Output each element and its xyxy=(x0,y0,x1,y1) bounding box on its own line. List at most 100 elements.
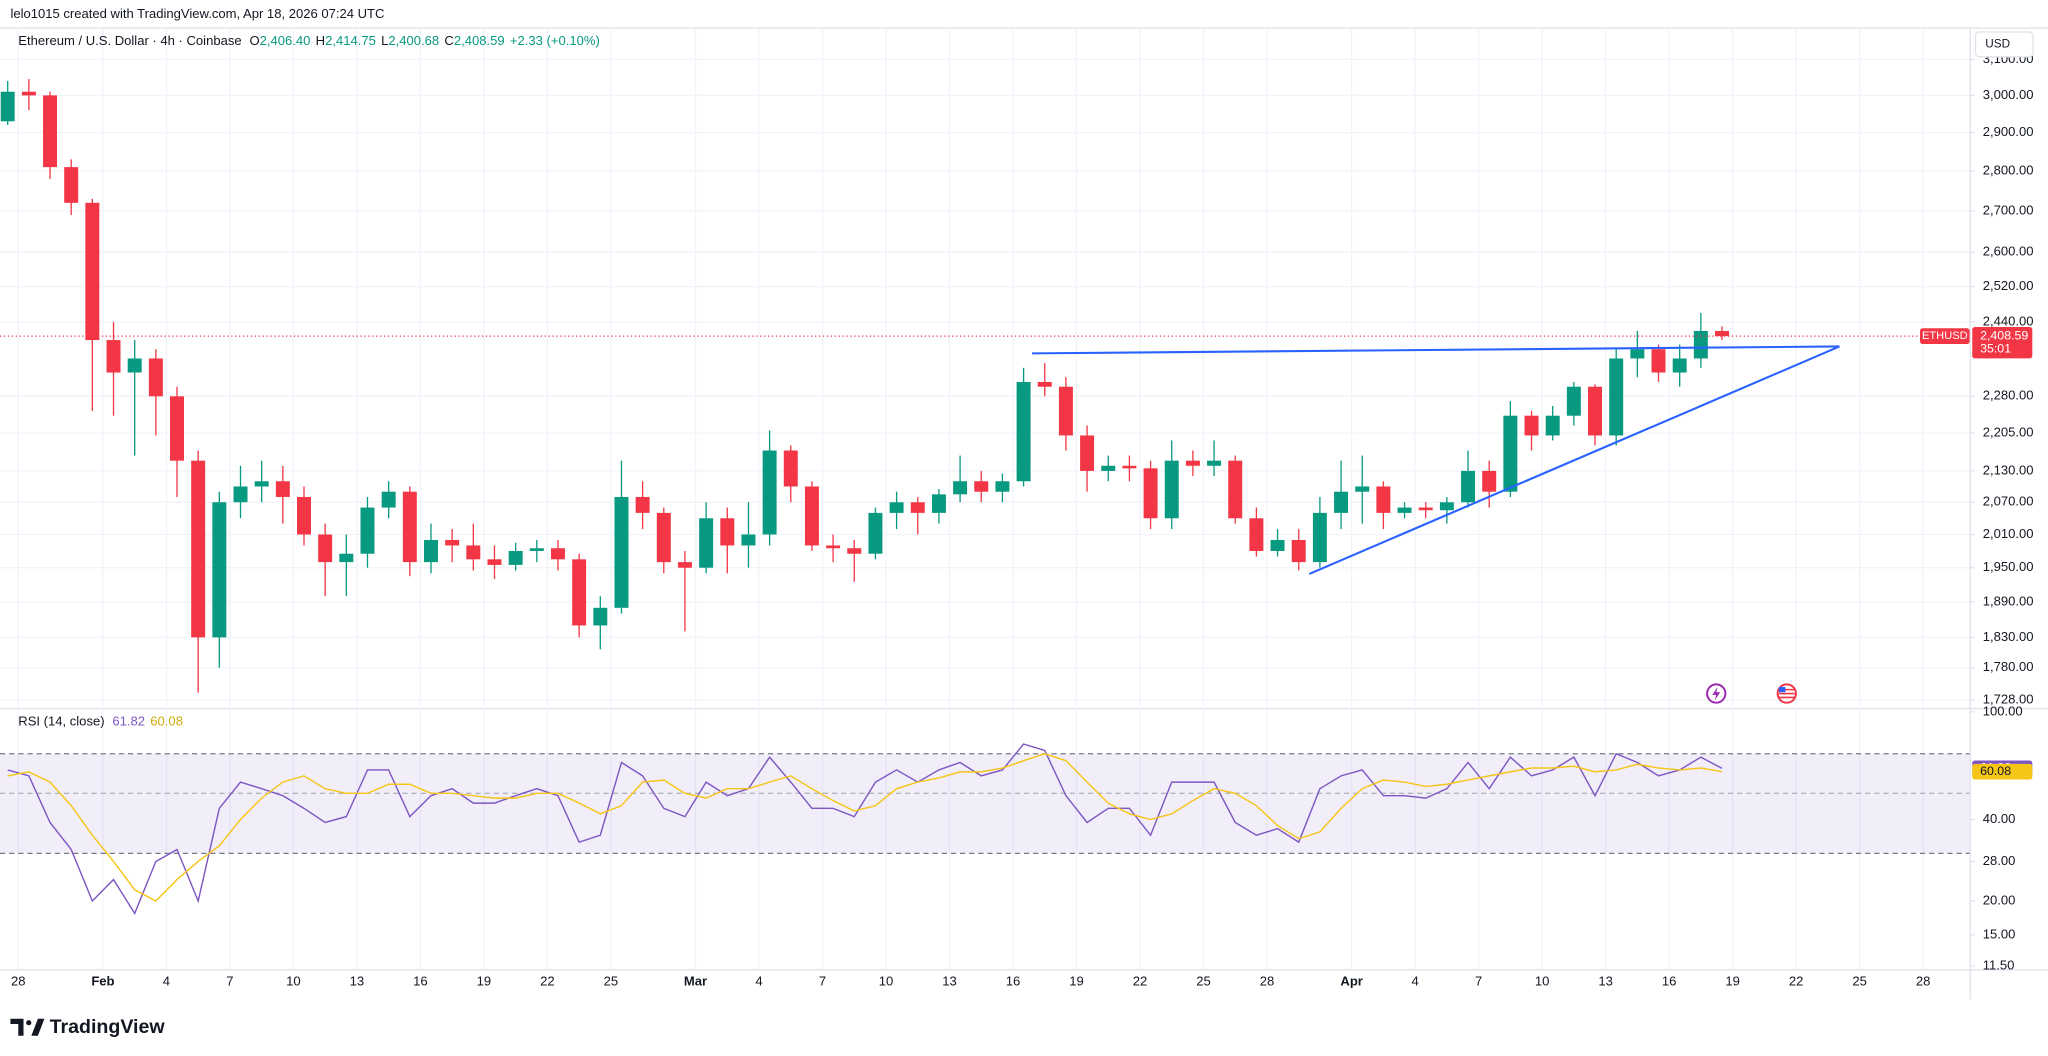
candle-body xyxy=(508,550,523,565)
footer-logo xyxy=(10,1018,45,1036)
rsi-line xyxy=(7,753,1723,902)
y-tick-label: 2,700.00 xyxy=(1983,202,2034,217)
trendline xyxy=(1032,345,1840,355)
legend-value: 2,414.75 xyxy=(325,33,376,48)
event-icon[interactable] xyxy=(1706,683,1727,704)
rsi-band xyxy=(0,753,1970,854)
x-tick-label: Feb xyxy=(91,974,114,989)
candle-body xyxy=(1228,460,1243,519)
x-tick-label: 28 xyxy=(1260,974,1275,989)
candle-body xyxy=(1355,486,1370,492)
x-tick-label: 19 xyxy=(1725,974,1740,989)
x-tick-label: 19 xyxy=(1069,974,1084,989)
x-tick-label: 25 xyxy=(1196,974,1211,989)
x-tick-label: 28 xyxy=(1916,974,1931,989)
x-tick-label: 16 xyxy=(1006,974,1021,989)
x-tick-label: 4 xyxy=(755,974,762,989)
header: lelo1015 created with TradingView.com, A… xyxy=(10,6,384,21)
y-tick-label: 2,205.00 xyxy=(1983,424,2034,439)
candle-body xyxy=(720,518,735,546)
y-tick-label: 1,780.00 xyxy=(1983,659,2034,674)
symbol-badge-label: ETHUSD xyxy=(1922,330,1968,342)
rsi-pane xyxy=(7,743,1723,915)
candle-body xyxy=(762,450,777,535)
countdown-label: 35:01 xyxy=(1980,341,2011,355)
y-tick-label: 100.00 xyxy=(1983,703,2023,718)
logo-mark xyxy=(10,1018,45,1036)
trendline xyxy=(1308,345,1840,575)
rsi-ma-value: 60.08 xyxy=(150,714,183,729)
candle-body xyxy=(1207,460,1222,466)
y-tick-label: 2,900.00 xyxy=(1983,124,2034,139)
candle-body xyxy=(148,358,163,397)
logo-dot xyxy=(26,1020,32,1026)
candle-body xyxy=(974,481,989,492)
x-tick-label: 25 xyxy=(604,974,619,989)
y-tick-label: 2,520.00 xyxy=(1983,278,2034,293)
candle-body xyxy=(995,481,1010,492)
rsi-title: RSI (14, close) xyxy=(18,714,104,729)
candle-body xyxy=(1461,470,1476,503)
x-tick-label: 4 xyxy=(1411,974,1418,989)
x-tick-label: 25 xyxy=(1852,974,1867,989)
candle-body xyxy=(1058,386,1073,436)
last-price-label: 2,408.59 xyxy=(1980,328,2028,342)
y-tick-label: 3,000.00 xyxy=(1983,87,2034,102)
candle-body xyxy=(868,512,883,554)
y-tick-label: 20.00 xyxy=(1983,892,2016,907)
candle-body xyxy=(614,496,629,608)
x-tick-label: 22 xyxy=(1789,974,1804,989)
price-pane xyxy=(0,79,1970,693)
candle-body xyxy=(233,486,248,503)
y-tick-label: 1,890.00 xyxy=(1983,593,2034,608)
candle-body xyxy=(1016,381,1031,482)
y-tick-label: 2,800.00 xyxy=(1983,162,2034,177)
candle-body xyxy=(550,548,565,560)
candle-body xyxy=(85,202,100,341)
rsi-line xyxy=(7,743,1723,915)
currency[interactable]: USD xyxy=(1985,38,2010,51)
candle-body xyxy=(318,534,333,563)
candle-body xyxy=(1609,358,1624,436)
legend-value: 2,408.59 xyxy=(454,33,505,48)
y-tick-label: 2,280.00 xyxy=(1983,388,2034,403)
x-tick-label: 13 xyxy=(1598,974,1613,989)
x-tick-label: 19 xyxy=(477,974,492,989)
candle-body xyxy=(127,358,142,373)
candle-body xyxy=(826,545,841,549)
value-badge xyxy=(1972,763,2033,780)
candle-body xyxy=(1037,381,1052,387)
candle-body xyxy=(1693,330,1708,359)
x-tick-label: 16 xyxy=(413,974,428,989)
candle-body xyxy=(1334,491,1349,513)
x-tick-label: Mar xyxy=(684,974,707,989)
candle-body xyxy=(1164,460,1179,519)
candle-body xyxy=(339,553,354,563)
candle-body xyxy=(402,491,417,563)
x-tick-label: 10 xyxy=(879,974,894,989)
candle-body xyxy=(445,539,460,546)
y-tick-label: 2,600.00 xyxy=(1983,244,2034,259)
event-icon-flag xyxy=(1778,687,1786,693)
y-tick-label: 40.00 xyxy=(1983,811,2016,826)
candle-body xyxy=(529,548,544,551)
rsi-legend: RSI (14, close) 61.82 60.08 xyxy=(18,714,183,729)
x-tick-label: 22 xyxy=(1133,974,1148,989)
candle-body xyxy=(1715,330,1729,337)
currency-box[interactable] xyxy=(1974,31,2034,58)
candle-body xyxy=(212,502,227,638)
candle-body xyxy=(804,486,819,546)
x-tick-label: 13 xyxy=(942,974,957,989)
candle-body xyxy=(1397,507,1412,513)
x-tick-label: 4 xyxy=(163,974,170,989)
candle-body xyxy=(1482,470,1497,492)
legend-value: 2,400.68 xyxy=(388,33,439,48)
legend-change: +2.33 (+0.10%) xyxy=(510,33,600,48)
event-icon[interactable] xyxy=(1776,683,1797,704)
candle-body xyxy=(1630,349,1645,359)
x-tick-label: 10 xyxy=(1535,974,1550,989)
candle-body xyxy=(1503,415,1518,492)
x-tick-label: 16 xyxy=(1662,974,1677,989)
candle-body xyxy=(1588,386,1603,436)
